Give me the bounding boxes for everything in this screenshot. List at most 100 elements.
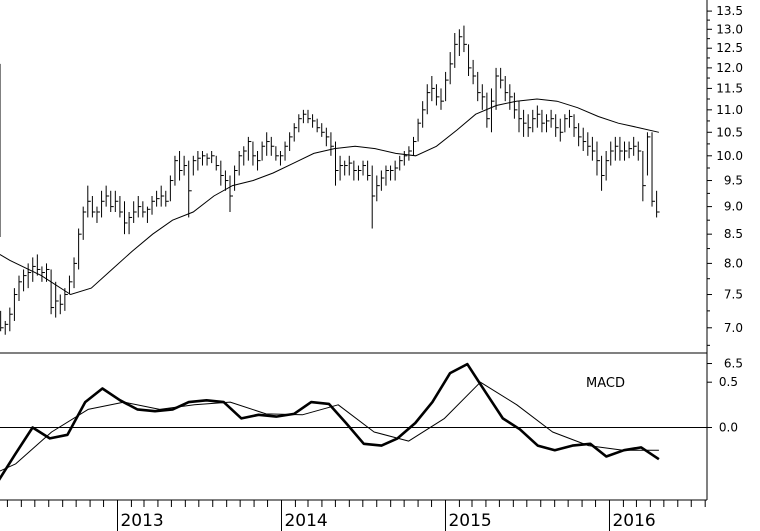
ohlc-bar <box>252 141 256 166</box>
ohlc-bar <box>367 160 371 181</box>
ohlc-bar <box>435 84 440 106</box>
ohlc-bar <box>307 109 311 124</box>
ohlc-bar <box>91 196 96 218</box>
ohlc-bar <box>504 75 509 102</box>
ohlc-bar <box>651 132 656 207</box>
price-y-tick-label: 7.5 <box>724 288 743 302</box>
ohlc-bar <box>101 190 105 218</box>
ohlc-bar <box>142 201 146 218</box>
ohlc-bar <box>564 114 568 133</box>
ohlc-bar <box>220 160 224 186</box>
ohlc-bar <box>160 185 165 207</box>
ohlc-bar <box>105 185 110 207</box>
ohlc-bar <box>284 141 289 161</box>
ohlc-bar <box>440 88 445 110</box>
price-y-tick-label: 6.5 <box>724 357 743 371</box>
ohlc-bar <box>133 201 137 223</box>
ohlc-bar <box>87 185 91 218</box>
ohlc-bar <box>211 151 215 164</box>
ohlc-bar <box>321 123 325 137</box>
ohlc-bar <box>624 141 628 161</box>
ohlc-bar <box>605 151 610 181</box>
ohlc-bar <box>289 132 293 152</box>
ohlc-bar <box>348 155 353 176</box>
ohlc-bar <box>362 160 367 176</box>
price-y-tick-label: 13.0 <box>716 22 743 36</box>
price-y-tick-label: 8.0 <box>724 256 743 270</box>
ohlc-bar <box>316 118 321 133</box>
ohlc-bar <box>9 307 13 332</box>
ohlc-bar <box>137 196 142 218</box>
ohlc-bar <box>426 84 431 115</box>
ohlc-bar <box>266 132 270 156</box>
ohlc-bar <box>403 151 408 166</box>
ohlc-bar <box>628 141 633 159</box>
ohlc-bar <box>587 132 591 156</box>
ohlc-bar <box>257 151 261 171</box>
ohlc-bar <box>27 263 32 289</box>
ohlc-bar <box>550 109 555 128</box>
price-panel <box>0 25 660 335</box>
ohlc-bar <box>215 155 220 171</box>
ohlc-bar <box>422 101 426 128</box>
ohlc-bar <box>275 146 279 161</box>
ohlc-bar <box>472 59 477 85</box>
ohlc-bar <box>0 310 4 332</box>
ohlc-bar <box>637 141 642 161</box>
ohlc-bar <box>614 136 619 161</box>
ohlc-bar <box>224 170 229 191</box>
ohlc-bar <box>36 254 41 276</box>
ohlc-bar <box>458 29 463 56</box>
ohlc-bar <box>192 155 197 176</box>
axes: 6.5 7.0 7.5 8.0 8.5 9.0 9.5 10.0 10.5 11.0 11.5 12.… <box>0 0 743 531</box>
ohlc-bar <box>279 151 284 166</box>
price-y-tick-label: 7.0 <box>724 321 743 335</box>
ohlc-bar <box>449 52 454 85</box>
ohlc-bar <box>477 71 481 102</box>
ohlc-bar <box>412 136 417 156</box>
ohlc-bar <box>13 288 18 321</box>
ohlc-bar <box>293 123 298 142</box>
x-year-label: 2015 <box>448 511 491 531</box>
ohlc-bar <box>523 109 527 137</box>
ohlc-bar <box>151 196 156 215</box>
ohlc-bar <box>445 71 449 102</box>
ohlc-bar <box>463 25 467 53</box>
ohlc-bar <box>234 165 238 191</box>
ohlc-bar <box>582 127 587 152</box>
ohlc-bar <box>642 151 646 202</box>
ohlc-bar <box>41 266 45 282</box>
ohlc-bar <box>490 88 495 133</box>
ohlc-bar <box>23 269 27 292</box>
ohlc-bar <box>183 155 188 176</box>
ohlc-bar <box>64 288 68 311</box>
ohlc-bar <box>59 294 64 315</box>
ohlc-bar <box>243 146 247 166</box>
ohlc-bar <box>518 101 522 133</box>
ohlc-bar <box>633 136 637 156</box>
ohlc-bar <box>619 136 623 161</box>
ohlc-bar <box>188 160 192 218</box>
ohlc-bar <box>390 165 394 181</box>
ohlc-bar <box>344 160 348 176</box>
ohlc-bar <box>197 151 201 171</box>
ohlc-bar <box>371 165 376 229</box>
macd-label: MACD <box>586 376 625 391</box>
price-y-tick-label: 13.5 <box>716 4 743 18</box>
x-year-label: 2014 <box>284 511 327 531</box>
ohlc-bar <box>165 190 169 207</box>
ohlc-bar <box>596 141 600 176</box>
ohlc-bar <box>179 151 183 181</box>
ohlc-bar <box>546 114 550 133</box>
ohlc-bar <box>174 155 178 186</box>
ohlc-bar <box>146 206 151 223</box>
ohlc-bar <box>646 132 651 176</box>
ohlc-bar <box>82 206 87 240</box>
ohlc-bar <box>312 114 316 128</box>
ohlc-bar <box>527 114 532 137</box>
ohlc-bar <box>408 146 412 161</box>
ohlc-bar <box>454 33 458 68</box>
ohlc-bar <box>481 84 486 110</box>
